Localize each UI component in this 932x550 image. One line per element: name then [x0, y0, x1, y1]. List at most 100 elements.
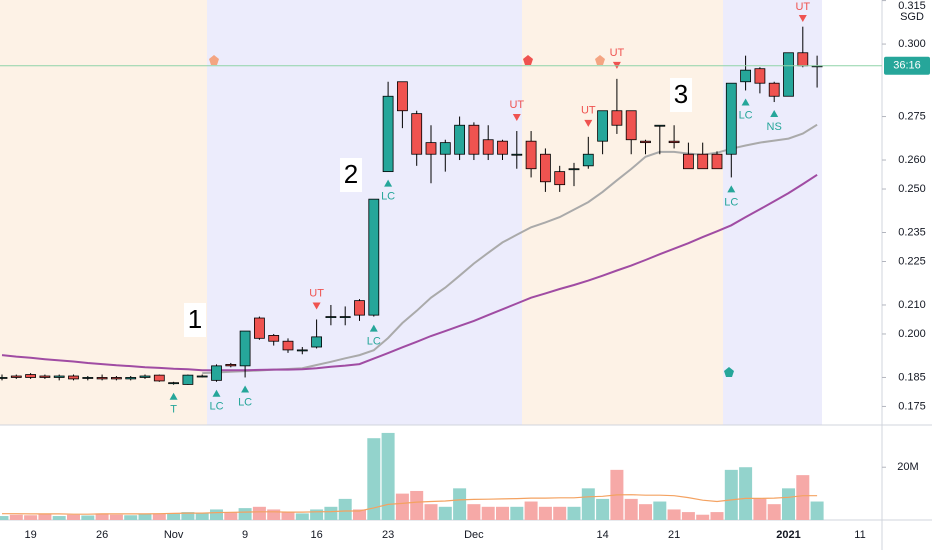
- volume-bar: [596, 498, 610, 520]
- volume-bar: [467, 504, 481, 520]
- signal-label: UT: [509, 99, 524, 111]
- signal-label: LC: [367, 335, 381, 347]
- volume-bar: [353, 509, 366, 520]
- signal-triangle: [369, 324, 378, 332]
- signal-triangle: [241, 385, 250, 393]
- volume-bar: [38, 514, 52, 520]
- volume-bar: [181, 512, 195, 520]
- volume-bar: [338, 498, 352, 520]
- volume-bar: [567, 506, 581, 520]
- annotation: 2: [344, 159, 358, 189]
- candle-body: [683, 153, 694, 170]
- volume-bar: [438, 506, 452, 520]
- signal-label: UT: [795, 1, 810, 13]
- candle-body: [211, 365, 222, 381]
- candle-body: [668, 140, 680, 144]
- volume-bar: [739, 467, 753, 520]
- candle-body: [411, 113, 423, 155]
- volume-bar: [381, 432, 395, 520]
- volume-bar: [24, 515, 38, 520]
- volume-bar: [796, 475, 810, 520]
- volume-ma-line: [2, 494, 818, 515]
- volume-bar: [224, 512, 238, 520]
- annotation: 3: [674, 79, 688, 109]
- candle-body: [640, 140, 651, 144]
- volume-bar: [510, 506, 524, 520]
- candle-body: [439, 142, 451, 155]
- volume-bar: [538, 506, 552, 520]
- volume-bar: [138, 513, 152, 520]
- candle-body: [697, 153, 709, 170]
- volume-bar: [553, 506, 567, 520]
- volume-bar: [124, 515, 138, 520]
- candle-body: [425, 142, 437, 155]
- x-tick-label: 9: [242, 529, 248, 541]
- signal-label: LC: [238, 396, 252, 408]
- volume-bar: [624, 498, 638, 520]
- candle-body: [10, 375, 22, 378]
- candle-body: [296, 349, 308, 352]
- candle-body: [797, 52, 809, 67]
- volume-bar: [481, 506, 495, 520]
- volume-bar: [281, 512, 295, 520]
- volume-bar: [639, 504, 652, 520]
- candle-body: [139, 375, 151, 378]
- x-tick-label: 21: [668, 529, 680, 541]
- volume-bar: [109, 514, 123, 520]
- volume-bar: [395, 493, 409, 520]
- candle-body: [125, 377, 137, 380]
- y-tick-label: 0.250: [898, 183, 926, 195]
- candle-body: [454, 124, 466, 155]
- volume-bar: [424, 504, 438, 520]
- volume-bar: [152, 513, 166, 520]
- signal-label: UT: [309, 287, 324, 299]
- volume-bar: [767, 504, 781, 520]
- y-tick-label: 0.300: [898, 38, 926, 50]
- candle-body: [268, 335, 280, 342]
- candle-body: [582, 153, 594, 167]
- candle-body: [325, 316, 337, 318]
- volume-bar: [782, 488, 795, 520]
- candle-body: [754, 68, 766, 84]
- x-tick-label: 16: [310, 529, 322, 541]
- signal-triangle: [798, 15, 807, 22]
- signal-label: T: [170, 404, 177, 416]
- volume-bar: [410, 490, 424, 520]
- candle-body: [554, 171, 566, 186]
- currency-label: SGD: [900, 11, 924, 23]
- candle-body: [511, 153, 523, 156]
- signal-triangle: [741, 98, 750, 106]
- y-tick-label: 0.175: [898, 400, 926, 412]
- pentagon-marker: [595, 55, 605, 65]
- y-tick-label: 0.260: [898, 154, 926, 166]
- x-tick-label: 19: [24, 529, 36, 541]
- candle-body: [225, 364, 237, 367]
- candle-body: [783, 52, 794, 97]
- volume-bar: [167, 513, 181, 520]
- candle-body: [654, 124, 666, 127]
- candle-body: [497, 140, 508, 155]
- annotation-box: [670, 78, 692, 112]
- volume-bar: [696, 514, 710, 520]
- signal-triangle: [169, 392, 178, 400]
- volume-bar: [52, 516, 66, 520]
- candle-body: [740, 69, 751, 83]
- volume-bar: [295, 513, 309, 520]
- signal-triangle: [727, 185, 736, 193]
- candle-body: [153, 374, 165, 382]
- candle-body: [354, 300, 365, 316]
- candle-body: [311, 336, 323, 348]
- moving-average-line: [1, 173, 818, 372]
- volume-bar: [310, 509, 324, 520]
- candle-body: [111, 377, 122, 380]
- volume-bar: [710, 512, 724, 520]
- annotation: 1: [188, 304, 202, 334]
- volume-bar: [524, 501, 538, 520]
- candle-body: [68, 375, 79, 380]
- y-tick-label: 0.275: [898, 110, 926, 122]
- volume-bar: [453, 488, 467, 520]
- y-tick-label: 0.315: [898, 0, 926, 12]
- volume-tick-label: 20M: [897, 461, 918, 473]
- candle-body: [182, 374, 194, 385]
